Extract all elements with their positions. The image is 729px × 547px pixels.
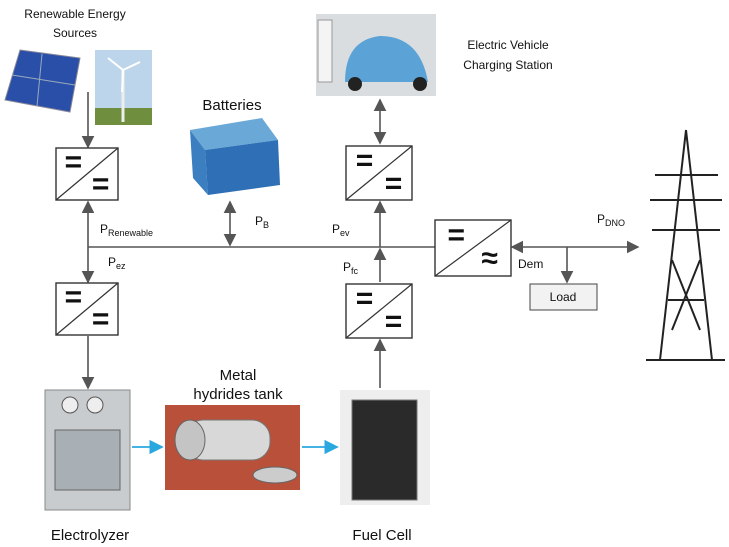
converter: == [346,144,412,200]
flow-label: PDNO [597,212,625,228]
ev-label: Charging Station [463,58,552,72]
flow-subscript: ev [340,228,350,238]
fuel-cell-image [340,390,430,505]
flow-symbol: P [255,214,263,228]
converter-symbol: = [385,167,403,200]
electrolyzer-label: Electrolyzer [51,527,129,544]
tank-label: Metal [220,367,257,384]
converter-symbol: = [65,281,83,314]
flow-symbol: P [597,212,605,226]
converter-symbol: = [356,144,374,177]
tank-label: hydrides tank [193,386,283,403]
diagram: =========≈ Load Dem Renewable Energy Sou… [0,0,729,547]
battery-image [190,118,280,195]
converter-symbol: ≈ [481,242,497,275]
flow-symbol: P [100,222,108,236]
converter-symbol: = [92,302,110,335]
tower-image [646,130,725,360]
flow-label: PRenewable [100,222,153,238]
converter-symbol: = [65,146,83,179]
flow-subscript: Renewable [108,228,153,238]
tank-image [165,405,300,490]
converter: == [56,146,118,201]
load-label: Load [550,290,577,304]
flow-label: PB [255,214,269,230]
flow-symbol: P [332,222,340,236]
flow-subscript: DNO [605,218,625,228]
batteries-label: Batteries [202,97,261,114]
renewable-label: Renewable Energy [24,7,125,21]
converter-symbol: = [356,282,374,315]
converter: == [346,282,412,338]
flow-symbol: P [108,255,116,269]
solar-panel [5,50,80,112]
dem-label: Dem [518,257,543,271]
converter: =≈ [435,219,511,276]
wind-turbine [95,50,152,125]
converter-symbol: = [92,167,110,200]
converter: == [56,281,118,336]
ev-image [316,14,436,96]
fuel-cell-label: Fuel Cell [352,527,411,544]
flow-subscript: ez [116,261,126,271]
flow-label: Pev [332,222,350,238]
renewable-label: Sources [53,26,97,40]
converter-symbol: = [448,219,466,252]
flow-subscript: fc [351,266,359,276]
flow-label: Pez [108,255,126,271]
flow-symbol: P [343,260,351,274]
converter-symbol: = [385,305,403,338]
electrolyzer-image [45,390,130,510]
flow-label: Pfc [343,260,359,276]
ev-label: Electric Vehicle [467,38,549,52]
flow-subscript: B [263,220,269,230]
